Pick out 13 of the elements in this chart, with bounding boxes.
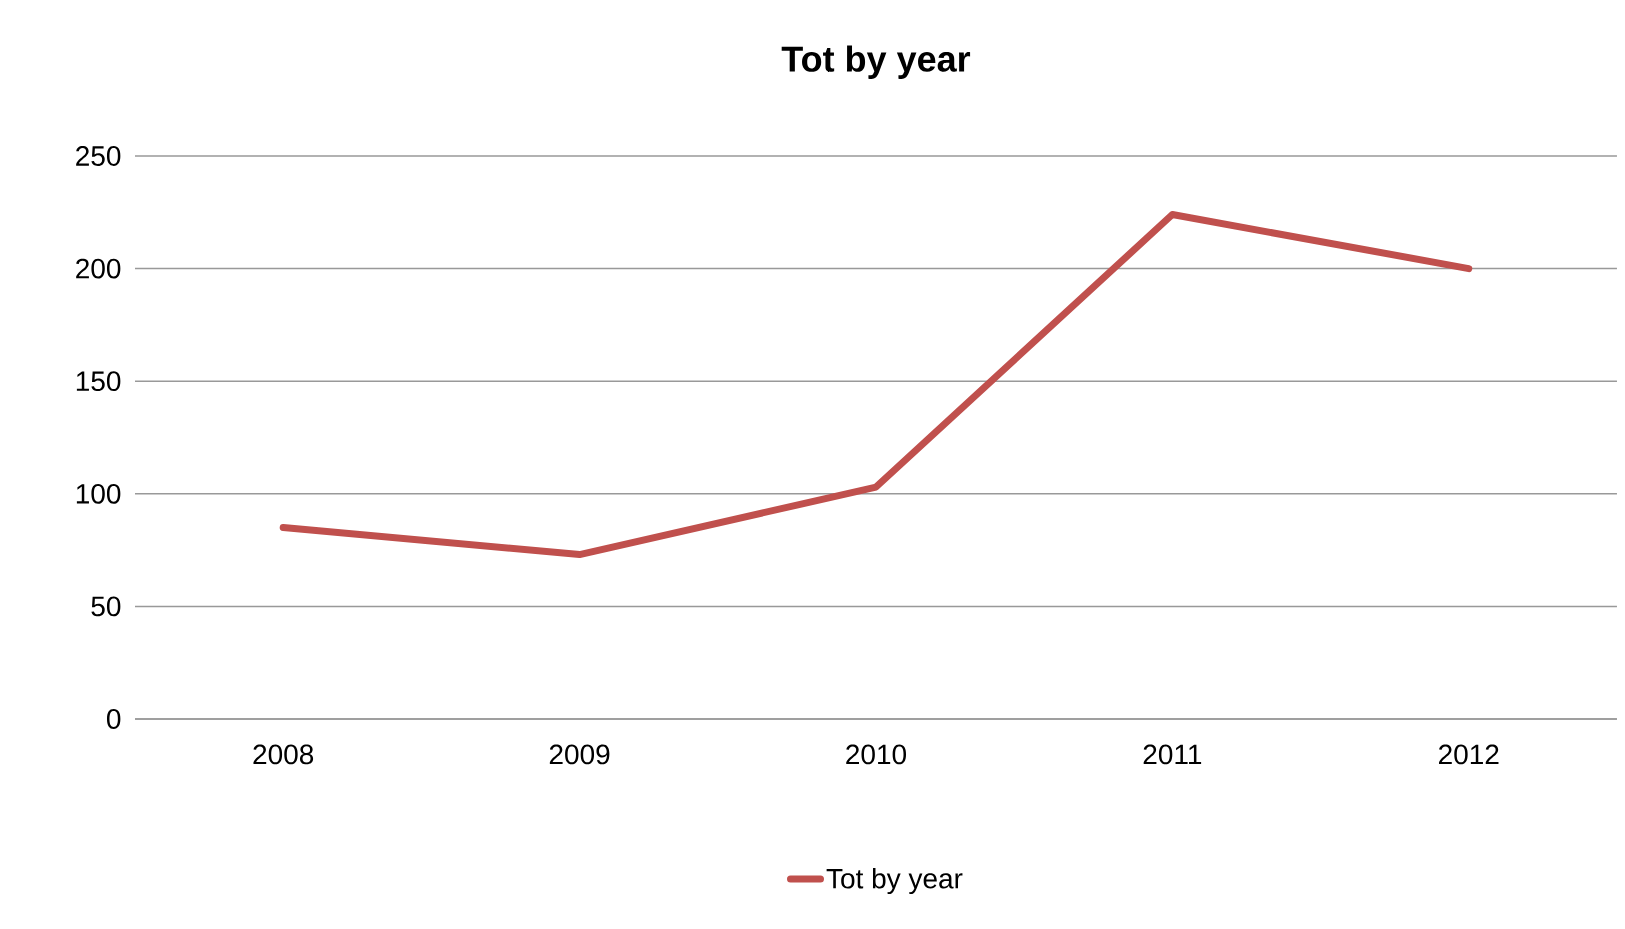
- y-tick-label: 0: [106, 709, 121, 729]
- x-tick-label: 2009: [549, 744, 610, 765]
- y-tick-label: 150: [76, 371, 121, 392]
- legend-label: Tot by year: [826, 868, 963, 895]
- x-tick-label: 2011: [1143, 744, 1202, 765]
- x-tick-label: 2010: [846, 744, 907, 765]
- chart-title: Tot by year: [781, 45, 971, 79]
- x-tick-label: 2012: [1439, 744, 1499, 765]
- y-tick-label: 50: [91, 596, 121, 617]
- x-tick-label: 2008: [253, 744, 314, 765]
- y-tick-label: 100: [76, 483, 121, 504]
- y-tick-label: 200: [76, 258, 121, 279]
- y-tick-label: 250: [76, 146, 121, 166]
